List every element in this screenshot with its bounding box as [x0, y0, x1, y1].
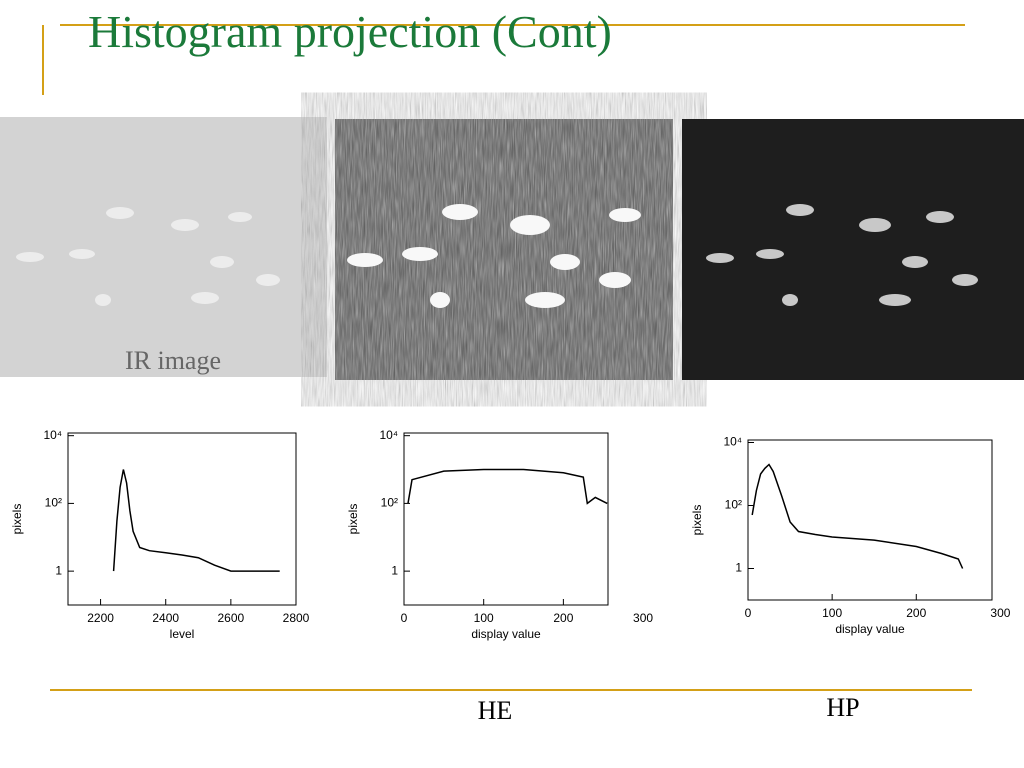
x-tick-label: 100: [822, 606, 842, 620]
y-tick-label: 1: [55, 563, 62, 577]
y-tick-label: 1: [735, 561, 742, 575]
histogram-line: [751, 463, 964, 569]
x-axis-label: display value: [835, 622, 905, 636]
y-axis-label: pixels: [10, 504, 24, 535]
x-tick-label: 2400: [152, 611, 179, 625]
image-caption: HP: [826, 693, 859, 722]
x-axis-label: level: [170, 627, 195, 641]
image-caption: HE: [478, 696, 513, 725]
image-caption: IR image: [125, 346, 221, 375]
x-tick-label: 2200: [87, 611, 114, 625]
x-tick-label: 0: [745, 606, 752, 620]
x-tick-label: 300: [990, 606, 1010, 620]
y-axis-label: pixels: [690, 505, 704, 536]
x-axis-label: display value: [471, 627, 541, 641]
y-tick-label: 1: [391, 563, 398, 577]
plot-frame: [67, 432, 297, 606]
x-tick-label: 2600: [218, 611, 245, 625]
he-birds: [347, 204, 641, 308]
x-tick-label: 0: [401, 611, 408, 625]
ir-image: [0, 117, 327, 377]
y-tick-label: 10²: [381, 496, 398, 510]
plot-frame: [747, 439, 993, 601]
slide-title: Histogram projection (Cont): [88, 6, 612, 57]
histogram-line: [112, 469, 280, 572]
hp-image: [682, 119, 1024, 380]
x-tick-label: 2800: [283, 611, 310, 625]
ir-birds: [16, 207, 280, 306]
y-tick-label: 10⁴: [379, 428, 398, 442]
y-tick-label: 10²: [45, 496, 62, 510]
y-tick-label: 10⁴: [43, 428, 62, 442]
y-tick-label: 10⁴: [723, 435, 742, 449]
x-tick-label: 200: [906, 606, 926, 620]
y-axis-label: pixels: [346, 504, 360, 535]
plot-frame: [403, 432, 609, 606]
x-tick-label: 300: [633, 611, 653, 625]
x-tick-label: 100: [474, 611, 494, 625]
histogram-line: [407, 468, 608, 505]
he-image-texture: [335, 119, 673, 380]
hp-birds: [706, 204, 978, 306]
y-tick-label: 10²: [725, 498, 742, 512]
x-tick-label: 200: [553, 611, 573, 625]
